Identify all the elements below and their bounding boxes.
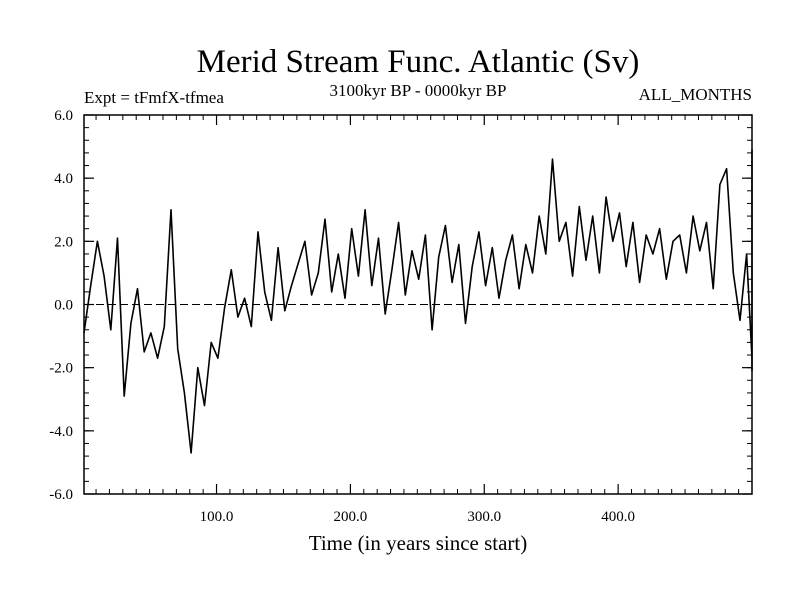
x-tick-label: 200.0	[334, 509, 368, 525]
months-label: ALL_MONTHS	[639, 85, 752, 104]
y-tick-label: -6.0	[49, 487, 73, 503]
y-tick-label: 4.0	[54, 171, 73, 187]
x-axis-label: Time (in years since start)	[309, 531, 528, 555]
time-range-label: 3100kyr BP - 0000kyr BP	[330, 81, 507, 100]
chart-title: Merid Stream Func. Atlantic (Sv)	[197, 44, 640, 80]
experiment-label: Expt = tFmfX-tfmea	[84, 88, 224, 107]
plot-frame	[83, 114, 753, 495]
y-tick-label: -4.0	[49, 424, 73, 440]
y-tick-label: -2.0	[49, 361, 73, 377]
x-tick-label: 100.0	[200, 509, 234, 525]
y-tick-label: 2.0	[54, 234, 73, 250]
x-tick-label: 400.0	[601, 509, 635, 525]
y-tick-label: 0.0	[54, 298, 73, 314]
tick-labels: 100.0 200.0 300.0 400.0 -6.0 -4.0 -2.0 0.0 2.0 4.…	[49, 108, 635, 525]
x-tick-label: 300.0	[467, 509, 501, 525]
y-tick-label: 6.0	[54, 108, 73, 124]
